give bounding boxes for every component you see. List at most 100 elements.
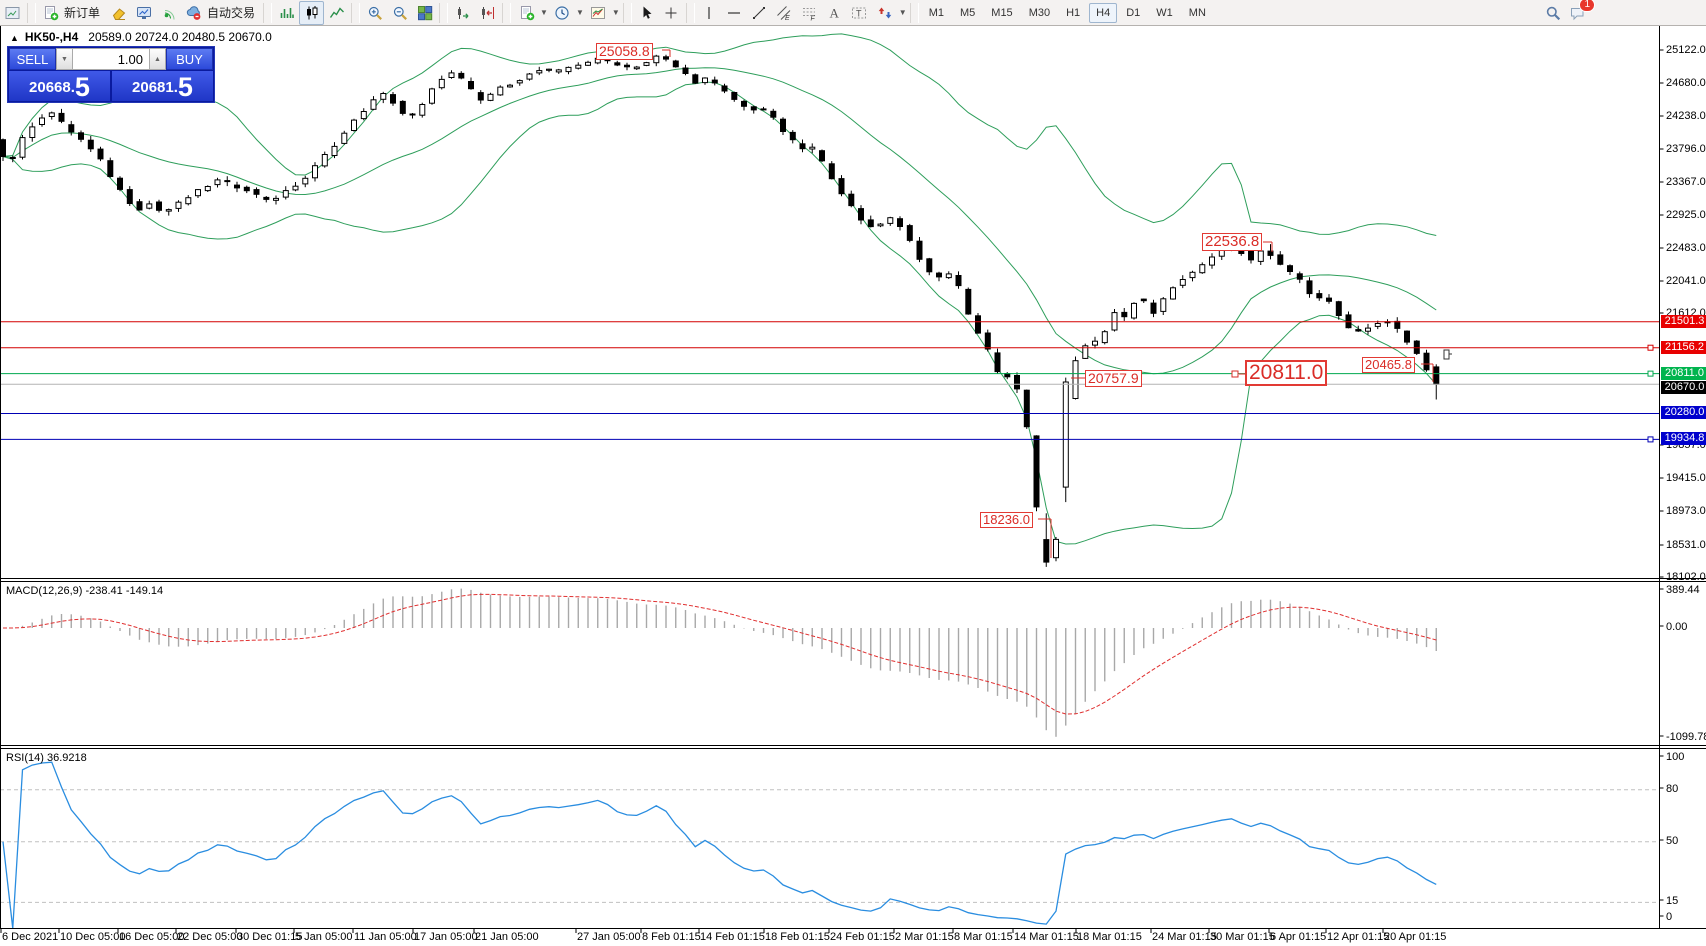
rsi-tick-label: 100 [1666,751,1685,763]
chevron-down-icon[interactable]: ▼ [898,8,907,17]
buy-price[interactable]: 20681. 5 [112,71,213,101]
timeframe-d1-button[interactable]: D1 [1126,6,1141,19]
toolbar-separator [909,2,919,23]
timeframe-h4-button[interactable]: H4 [1089,2,1118,23]
app-window-button[interactable] [0,1,25,25]
sell-price[interactable]: 20668. 5 [9,71,110,101]
main-price-panel[interactable] [0,33,1440,567]
add-indicator-icon [520,5,534,20]
price-callout-label[interactable]: 20465.8 [1362,357,1415,373]
search-button[interactable] [1540,1,1565,25]
level-handle[interactable] [1647,370,1654,377]
search-icon [1546,6,1560,20]
price-callout-label[interactable]: 20811.0 [1245,360,1328,387]
macd-indicator-label: MACD(12,26,9) -238.41 -149.14 [6,585,164,597]
timeframe-m15-button[interactable]: M15 [991,6,1013,19]
notifications-button[interactable]: 1 [1565,0,1595,25]
rsi-indicator-label: RSI(14) 36.9218 [6,752,87,764]
tile-windows-button[interactable] [412,1,437,25]
sell-button[interactable]: SELL [9,48,56,70]
chevron-down-icon[interactable]: ▼ [540,8,548,17]
price-callout-label[interactable]: 18236.0 [980,512,1033,528]
timeframe-m5-button[interactable]: M5 [960,6,976,19]
chevron-down-icon[interactable]: ▼ [611,8,620,17]
price-level-badge: 21501.3 [1661,315,1706,328]
trendline-button[interactable] [747,1,772,25]
templates-button[interactable]: ▼ [586,1,620,25]
market-profile-button[interactable] [131,1,156,25]
volume-down-button[interactable]: ▼ [56,48,73,70]
timeframe-mn-button[interactable]: MN [1188,6,1206,19]
time-axis-label: 17 Jan 05:00 [414,931,478,943]
chart-shift-icon [481,6,494,19]
vertical-line-button[interactable] [697,1,722,25]
zoom-out-button[interactable] [387,1,412,25]
macd-signal-line [3,593,1437,715]
time-axis-label: 14 Mar 01:15 [1014,931,1079,943]
timeframe-m30-button[interactable]: M30 [1028,6,1051,19]
market-profile-icon [136,6,151,19]
svg-text:E: E [785,15,790,21]
price-tick-label: 18102.0 [1666,571,1706,583]
price-level-badge: 20811.0 [1661,367,1706,380]
periods-button[interactable]: ▼ [550,1,584,25]
crosshair-button[interactable] [659,1,684,25]
level-handle[interactable] [1647,436,1654,443]
indicators-button[interactable]: ▼ [514,1,548,25]
timeframe-w1-button[interactable]: W1 [1156,6,1173,19]
level-handle[interactable] [1647,344,1654,351]
volume-up-button[interactable]: ▲ [149,48,166,70]
collapse-triangle-icon[interactable]: ▲ [10,33,19,43]
bollinger-middle-band [2,67,1437,375]
sell-price-pip: 5 [74,72,90,102]
svg-text:F: F [811,15,816,21]
candle-chart-button[interactable] [299,0,325,25]
notification-badge: 1 [1579,0,1595,12]
macd-tick-label: -1099.78 [1666,731,1706,743]
time-axis-label: 27 Jan 05:00 [577,931,641,943]
time-axis-label: 20 Apr 01:15 [1384,931,1447,943]
text-label-button[interactable]: T [847,1,872,25]
timeframe-m1-button[interactable]: M1 [928,6,944,19]
time-axis-label: 8 Feb 01:15 [642,931,701,943]
horizontal-line-button[interactable] [722,1,747,25]
chart-shift-button[interactable] [475,1,500,25]
svg-text:T: T [856,8,862,18]
bar-chart-icon [280,7,294,18]
buy-price-main: 20681 [132,79,174,96]
zoom-in-button[interactable] [362,1,387,25]
time-axis-label: 14 Feb 01:15 [700,931,765,943]
one-click-trading-panel: SELL ▼ 1.00 ▲ BUY 20668. 5 20681. 5 [7,46,215,103]
bar-chart-button[interactable] [274,1,299,25]
macd-panel[interactable] [3,588,1437,737]
signal-button[interactable] [156,1,181,25]
volume-input[interactable]: 1.00 [73,48,149,70]
cursor-button[interactable] [634,1,659,25]
arrow-tools-button[interactable]: ▼ [873,1,907,25]
channel-button[interactable]: E [772,1,797,25]
bollinger-lower-band [2,81,1437,545]
toolbar-separator [439,2,449,23]
eraser-button[interactable] [106,1,131,25]
line-chart-button[interactable] [324,1,349,25]
chart-template-icon [591,6,606,19]
auto-trading-button[interactable]: 自动交易 [181,1,261,25]
auto-scroll-button[interactable] [450,1,475,25]
price-callout-label[interactable]: 22536.8 [1202,233,1263,251]
toolbar-separator [263,2,273,23]
buy-button[interactable]: BUY [166,48,213,70]
fibonacci-button[interactable]: F [797,1,822,25]
rsi-panel[interactable] [0,761,1660,928]
text-button[interactable]: A [822,1,847,25]
new-order-button[interactable]: 新订单 [38,1,106,25]
price-tick-label: 24680.0 [1666,77,1706,89]
zoom-out-icon [393,6,407,20]
volume-stepper: ▼ 1.00 ▲ [56,48,166,70]
time-axis-label: 8 Mar 01:15 [954,931,1013,943]
price-callout-label[interactable]: 25058.8 [596,43,653,60]
chevron-down-icon[interactable]: ▼ [575,8,584,17]
price-callout-label[interactable]: 20757.9 [1085,370,1142,387]
time-axis-label: 6 Dec 2021 [2,931,59,943]
timeframe-h1-button[interactable]: H1 [1066,6,1081,19]
